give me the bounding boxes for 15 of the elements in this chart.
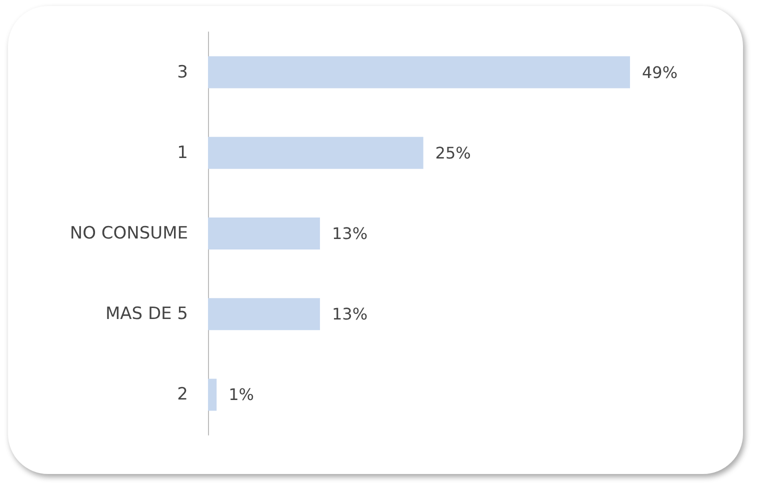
data-label: 13%: [332, 304, 368, 324]
y-tick-label: 1: [177, 142, 188, 163]
bar: [208, 218, 320, 250]
y-tick-label: 3: [177, 62, 188, 82]
bar: [208, 56, 630, 88]
data-label: 49%: [642, 62, 678, 82]
data-label: 1%: [228, 385, 254, 404]
data-label: 25%: [435, 143, 471, 162]
data-label: 13%: [332, 224, 368, 243]
y-tick-label: NO CONSUME: [70, 224, 188, 244]
y-tick-label: MAS DE 5: [105, 304, 188, 324]
bar: [208, 378, 217, 411]
y-tick-label: 2: [177, 384, 188, 405]
bar: [208, 298, 320, 330]
bar: [208, 136, 424, 169]
